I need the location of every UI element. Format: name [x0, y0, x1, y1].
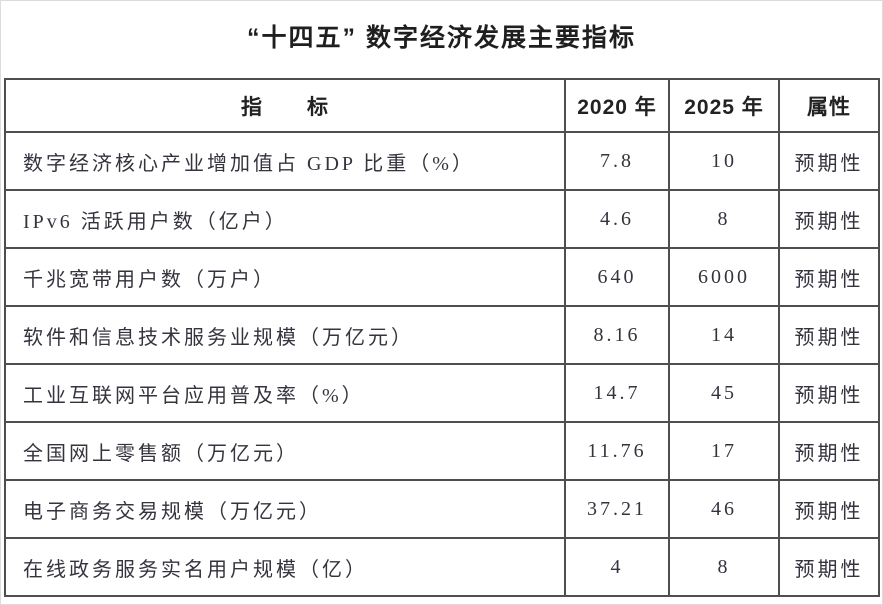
table-row: 全国网上零售额（万亿元） 11.76 17 预期性	[4, 421, 880, 481]
indicator-cell: 千兆宽带用户数（万户）	[4, 247, 566, 307]
attribute-cell: 预期性	[778, 131, 880, 191]
col-header-indicator: 指 标	[4, 78, 566, 133]
attribute-cell: 预期性	[778, 363, 880, 423]
attribute-cell: 预期性	[778, 421, 880, 481]
col-header-attribute: 属性	[778, 78, 880, 133]
indicator-cell: 在线政务服务实名用户规模（亿）	[4, 537, 566, 597]
col-header-2025: 2025 年	[668, 78, 780, 133]
value-2020-cell: 640	[564, 247, 670, 307]
table-row: IPv6 活跃用户数（亿户） 4.6 8 预期性	[4, 189, 880, 249]
indicator-cell: 工业互联网平台应用普及率（%）	[4, 363, 566, 423]
attribute-cell: 预期性	[778, 189, 880, 249]
value-2025-cell: 6000	[668, 247, 780, 307]
value-2025-cell: 45	[668, 363, 780, 423]
value-2025-cell: 8	[668, 189, 780, 249]
indicator-cell: IPv6 活跃用户数（亿户）	[4, 189, 566, 249]
attribute-cell: 预期性	[778, 537, 880, 597]
value-2020-cell: 4.6	[564, 189, 670, 249]
value-2020-cell: 11.76	[564, 421, 670, 481]
value-2020-cell: 8.16	[564, 305, 670, 365]
table-row: 数字经济核心产业增加值占 GDP 比重（%） 7.8 10 预期性	[4, 131, 880, 191]
indicators-table: 指 标 2020 年 2025 年 属性 数字经济核心产业增加值占 GDP 比重…	[4, 78, 880, 597]
indicator-cell: 数字经济核心产业增加值占 GDP 比重（%）	[4, 131, 566, 191]
value-2020-cell: 14.7	[564, 363, 670, 423]
indicator-cell: 全国网上零售额（万亿元）	[4, 421, 566, 481]
indicator-cell: 软件和信息技术服务业规模（万亿元）	[4, 305, 566, 365]
value-2020-cell: 7.8	[564, 131, 670, 191]
table-row: 软件和信息技术服务业规模（万亿元） 8.16 14 预期性	[4, 305, 880, 365]
value-2025-cell: 14	[668, 305, 780, 365]
attribute-cell: 预期性	[778, 305, 880, 365]
value-2025-cell: 10	[668, 131, 780, 191]
attribute-cell: 预期性	[778, 479, 880, 539]
table-row: 千兆宽带用户数（万户） 640 6000 预期性	[4, 247, 880, 307]
value-2020-cell: 37.21	[564, 479, 670, 539]
value-2020-cell: 4	[564, 537, 670, 597]
indicator-cell: 电子商务交易规模（万亿元）	[4, 479, 566, 539]
table-row: 电子商务交易规模（万亿元） 37.21 46 预期性	[4, 479, 880, 539]
table-row: 工业互联网平台应用普及率（%） 14.7 45 预期性	[4, 363, 880, 423]
header-row: 指 标 2020 年 2025 年 属性	[4, 78, 880, 133]
col-header-2020: 2020 年	[564, 78, 670, 133]
value-2025-cell: 8	[668, 537, 780, 597]
value-2025-cell: 46	[668, 479, 780, 539]
table-title: “十四五” 数字经济发展主要指标	[247, 24, 636, 52]
attribute-cell: 预期性	[778, 247, 880, 307]
table-row: 在线政务服务实名用户规模（亿） 4 8 预期性	[4, 537, 880, 597]
value-2025-cell: 17	[668, 421, 780, 481]
